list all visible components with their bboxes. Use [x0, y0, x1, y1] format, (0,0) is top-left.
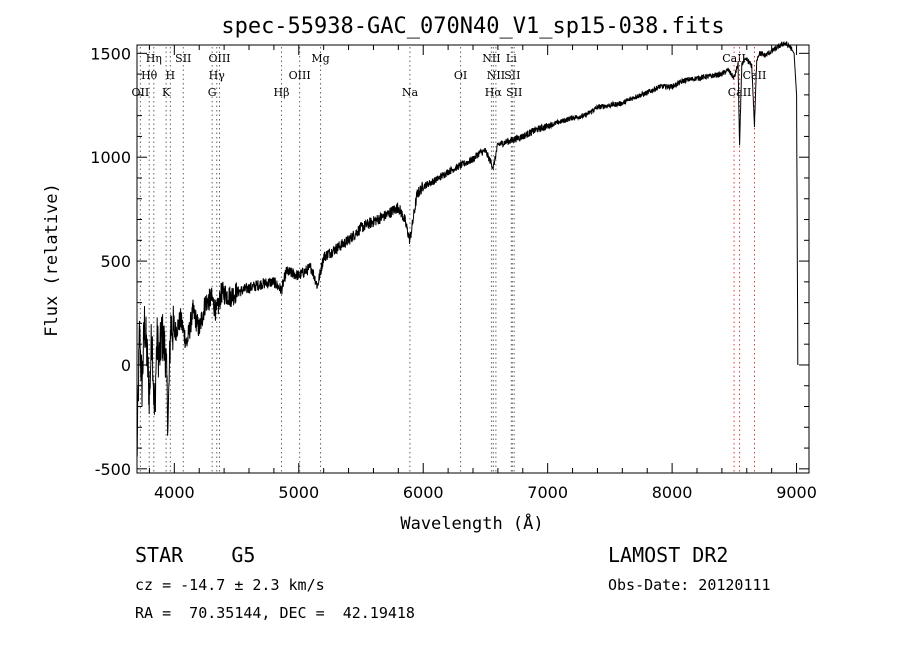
- line-marker-label: CaII: [743, 69, 767, 82]
- line-marker-label: Hγ: [209, 69, 226, 82]
- x-axis-label: Wavelength (Å): [400, 512, 543, 534]
- line-marker-label: K: [162, 86, 171, 99]
- chart-title: spec-55938-GAC_070N40_V1_sp15-038.fits: [221, 14, 724, 39]
- line-marker-label: OII: [132, 86, 150, 99]
- line-marker-label: Li: [506, 52, 517, 65]
- line-marker-label: Hθ: [141, 69, 158, 82]
- redshift-velocity: cz = -14.7 ± 2.3 km/s: [135, 576, 325, 594]
- survey-name: LAMOST DR2: [608, 543, 729, 567]
- x-tick-label: 5000: [278, 483, 319, 502]
- line-marker-label: Hη: [146, 52, 162, 65]
- x-tick-label: 4000: [154, 483, 195, 502]
- y-tick-label: 0: [121, 356, 131, 375]
- y-axis-label: Flux (relative): [42, 183, 62, 337]
- x-tick-label: 8000: [652, 483, 693, 502]
- x-tick-label: 7000: [527, 483, 568, 502]
- line-marker-label: OIII: [208, 52, 230, 65]
- x-tick-label: 9000: [776, 483, 817, 502]
- line-marker-label: NII: [482, 52, 500, 65]
- y-tick-label: -500: [95, 460, 131, 479]
- axes: 4000 5000 6000 7000 8000 9000 -500 0 500 1000 1500: [90, 44, 817, 502]
- object-class: STAR G5: [135, 543, 256, 567]
- line-marker-label: Hα: [485, 86, 503, 99]
- line-marker-label: Na: [402, 86, 419, 99]
- line-marker-label: G: [208, 86, 217, 99]
- spectrum-line: [136, 40, 799, 457]
- line-marker-label: H: [166, 69, 176, 82]
- line-marker-label: SII: [175, 52, 191, 65]
- x-tick-label: 6000: [403, 483, 444, 502]
- line-marker-label: NII: [487, 69, 505, 82]
- line-marker-label: Mg: [311, 52, 329, 65]
- observation-date: Obs-Date: 20120111: [608, 576, 771, 594]
- plot-frame: [136, 44, 810, 474]
- line-marker-label: CaII: [728, 86, 752, 99]
- coordinates: RA = 70.35144, DEC = 42.19418: [135, 604, 415, 622]
- line-marker-label: SII: [504, 69, 520, 82]
- line-marker-label: OIII: [289, 69, 311, 82]
- line-marker-label: SII: [506, 86, 522, 99]
- spectrum-layer: [136, 40, 799, 457]
- y-tick-label: 1000: [90, 148, 131, 167]
- y-tick-label: 500: [100, 252, 131, 271]
- line-marker-label: Hβ: [274, 86, 290, 99]
- y-tick-label: 1500: [90, 44, 131, 63]
- line-marker-label: OI: [454, 69, 467, 82]
